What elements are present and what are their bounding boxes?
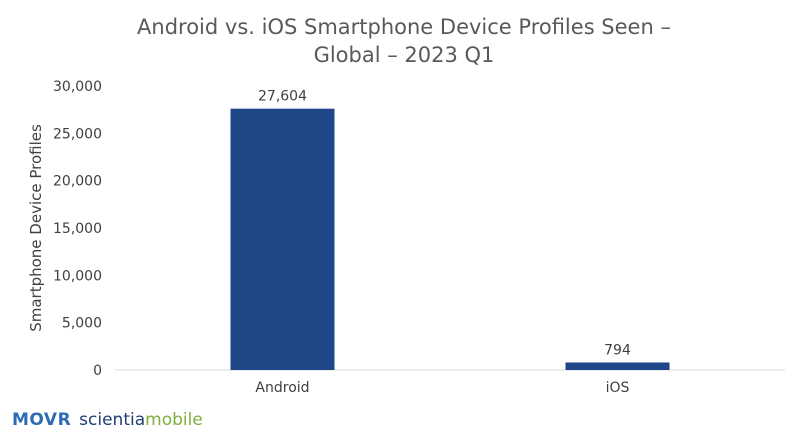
chart-title-line-1: Android vs. iOS Smartphone Device Profil… (137, 15, 671, 39)
bar-ios (565, 362, 670, 370)
y-tick-label: 30,000 (53, 79, 102, 95)
y-axis-title: Smartphone Device Profiles (27, 124, 45, 332)
scientia-logo-text: scientia (79, 410, 146, 430)
footer-logo: MOVR scientiamobile (12, 407, 203, 433)
bars-group (230, 108, 670, 371)
y-tick-label: 20,000 (53, 174, 102, 190)
y-tick-label: 15,000 (53, 221, 102, 237)
data-labels-group: 27,604 794 (258, 89, 631, 359)
x-tick-label: iOS (606, 380, 630, 396)
data-label-android: 27,604 (258, 89, 307, 105)
data-label-ios: 794 (604, 342, 631, 358)
movr-logo-text: MOVR (12, 410, 72, 430)
chart-title-line-2: Global – 2023 Q1 (314, 43, 495, 67)
x-axis-ticks: Android iOS (255, 380, 629, 396)
bar-android (230, 108, 335, 371)
x-tick-label: Android (255, 380, 309, 396)
y-tick-label: 0 (93, 363, 102, 379)
y-tick-label: 5,000 (62, 316, 102, 332)
y-tick-label: 10,000 (53, 268, 102, 284)
y-tick-label: 25,000 (53, 126, 102, 142)
mobile-logo-text: mobile (145, 410, 203, 430)
y-axis-ticks: 0 5,000 10,000 15,000 20,000 25,000 30,000 (53, 79, 102, 379)
